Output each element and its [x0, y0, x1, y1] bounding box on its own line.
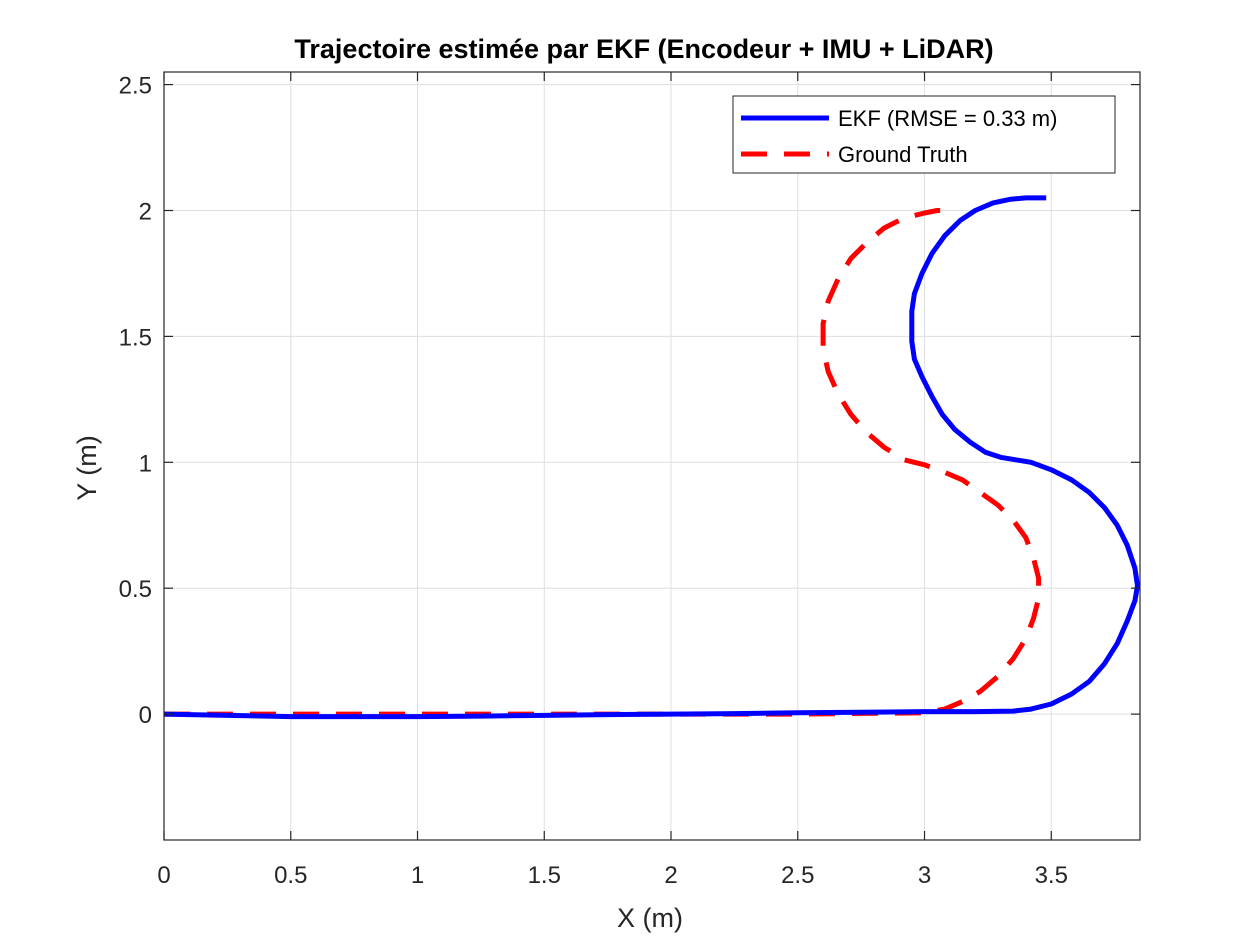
legend: EKF (RMSE = 0.33 m) Ground Truth [732, 95, 1116, 174]
y-tick-label: 2 [139, 198, 152, 225]
y-tick-label: 0.5 [119, 576, 152, 603]
y-tick-label: 1 [139, 450, 152, 477]
x-tick-label: 0 [157, 862, 170, 889]
x-axis-label: X (m) [617, 903, 683, 933]
legend-label-ekf: EKF (RMSE = 0.33 m) [838, 106, 1057, 131]
x-tick-label: 3.5 [1035, 862, 1068, 889]
grid [163, 72, 1140, 840]
axes-box [163, 71, 1141, 841]
chart-title: Trajectoire estimée par EKF (Encodeur + … [294, 34, 993, 64]
y-tick-label: 1.5 [119, 324, 152, 351]
y-axis-label: Y (m) [72, 435, 102, 501]
x-tick-label: 0.5 [274, 862, 307, 889]
legend-box [732, 95, 1116, 174]
x-tick-label: 2 [664, 862, 677, 889]
x-tick-label: 3 [918, 862, 931, 889]
legend-label-ground-truth: Ground Truth [838, 142, 968, 167]
x-tick-label: 1.5 [528, 862, 561, 889]
x-tick-label: 1 [411, 862, 424, 889]
y-tick-label: 2.5 [119, 73, 152, 100]
series-ekf-line [163, 195, 1140, 720]
plot-series [163, 195, 1140, 720]
y-tick-label: 0 [139, 702, 152, 729]
x-tick-label: 2.5 [781, 862, 814, 889]
ticks: 0 0.5 1 1.5 2 2.5 3 3.5 0 0.5 1 1.5 2 2.5 [119, 72, 1140, 889]
